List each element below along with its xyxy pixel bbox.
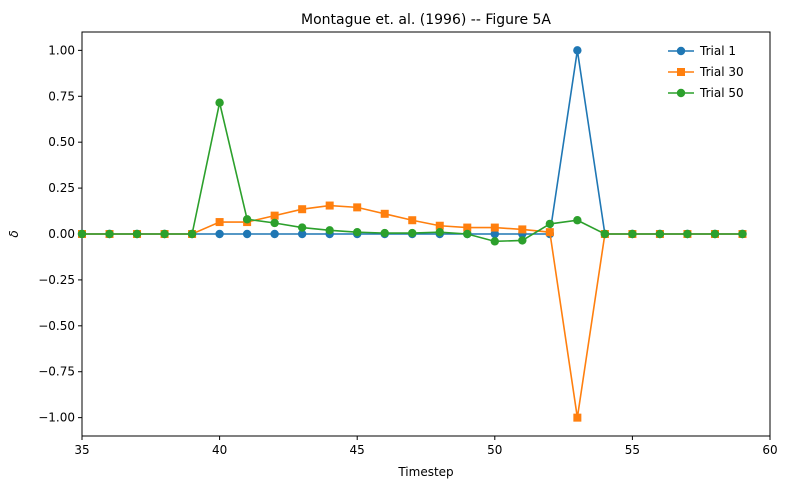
x-tick-label: 50 — [487, 443, 502, 457]
data-point — [270, 211, 279, 220]
data-point — [380, 209, 389, 218]
data-point — [573, 216, 582, 225]
data-point — [545, 219, 555, 229]
chart-title: Montague et. al. (1996) -- Figure 5A — [301, 12, 551, 28]
data-point — [490, 223, 499, 232]
y-tick-label: −0.50 — [38, 319, 75, 333]
data-point — [463, 229, 472, 239]
series-trial-50 — [77, 98, 747, 246]
data-point — [600, 229, 610, 239]
data-point — [490, 229, 499, 239]
series-line — [82, 50, 743, 235]
y-tick-label: 0.00 — [48, 227, 75, 241]
legend-label: Trial 1 — [699, 44, 736, 58]
x-tick-label: 60 — [762, 443, 777, 457]
x-tick-label: 45 — [350, 443, 365, 457]
data-point — [408, 216, 417, 225]
data-point — [435, 227, 444, 237]
data-point — [490, 237, 499, 246]
x-axis-label: Timestep — [397, 465, 453, 479]
y-tick-label: 1.00 — [48, 43, 75, 57]
legend-item: Trial 1 — [668, 44, 736, 58]
data-point — [353, 203, 362, 212]
legend-item: Trial 50 — [668, 86, 744, 100]
data-point — [270, 218, 279, 228]
data-point — [325, 226, 334, 235]
data-point — [628, 229, 637, 239]
data-point — [710, 229, 720, 239]
data-point — [270, 229, 279, 239]
data-point — [132, 229, 142, 239]
data-point — [298, 205, 307, 214]
y-tick-label: 0.75 — [48, 89, 75, 103]
legend-marker — [677, 68, 685, 76]
data-point — [187, 229, 197, 239]
legend-item: Trial 30 — [668, 65, 744, 79]
data-point — [325, 201, 334, 210]
data-point — [297, 229, 307, 239]
y-tick-label: 0.25 — [48, 181, 75, 195]
data-point — [463, 223, 472, 232]
legend: Trial 1 Trial 30 Trial 50 — [668, 44, 744, 100]
data-point — [738, 229, 747, 239]
data-point — [573, 413, 582, 422]
data-point — [160, 229, 169, 239]
data-point — [683, 229, 692, 239]
y-tick-label: −0.25 — [38, 273, 75, 287]
y-axis: 1.00 0.75 0.50 0.25 0.00 −0.25 −0.50 −0.75 −1.00 — [38, 43, 82, 425]
data-point — [215, 229, 224, 239]
x-tick-label: 35 — [74, 443, 89, 457]
legend-marker — [676, 46, 686, 56]
x-axis: 35 40 45 50 55 60 — [74, 436, 778, 457]
series-trial-1 — [77, 46, 747, 239]
data-point — [215, 218, 224, 227]
data-point — [353, 227, 362, 237]
data-point — [242, 215, 252, 224]
legend-label: Trial 30 — [699, 65, 744, 79]
data-point — [380, 228, 389, 238]
data-point — [77, 229, 87, 239]
y-tick-label: −1.00 — [38, 411, 75, 425]
series-layer — [77, 46, 747, 422]
y-axis-label: δ — [7, 230, 21, 237]
legend-label: Trial 50 — [699, 86, 744, 100]
data-point — [297, 223, 307, 232]
data-point — [435, 221, 444, 230]
x-tick-label: 40 — [212, 443, 227, 457]
data-point — [545, 228, 554, 237]
data-point — [518, 236, 527, 245]
y-tick-label: −0.75 — [38, 365, 75, 379]
data-point — [215, 98, 224, 107]
data-point — [408, 228, 417, 238]
x-tick-label: 55 — [625, 443, 640, 457]
data-point — [242, 229, 252, 239]
y-tick-label: 0.50 — [48, 135, 75, 149]
data-point — [655, 229, 665, 239]
data-point — [573, 46, 582, 55]
legend-marker — [676, 88, 686, 98]
data-point — [518, 225, 527, 234]
data-point — [105, 229, 114, 239]
